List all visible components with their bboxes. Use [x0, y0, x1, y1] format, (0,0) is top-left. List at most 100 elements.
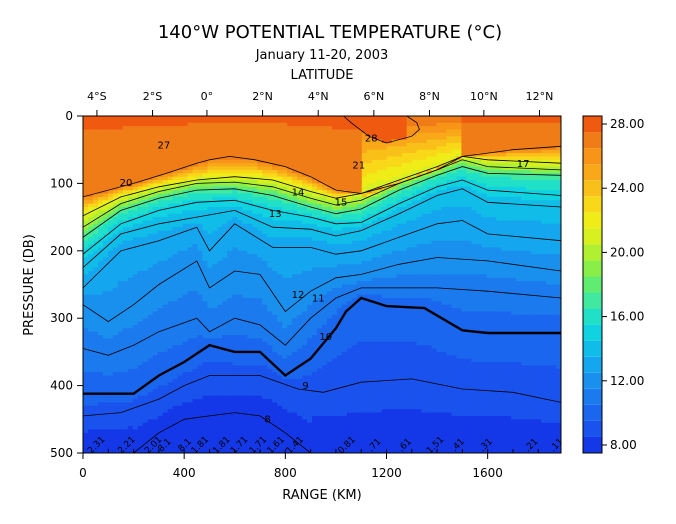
field-cell — [222, 287, 228, 292]
field-cell — [232, 156, 238, 161]
field-cell — [157, 429, 164, 434]
field-cell — [247, 213, 253, 218]
field-cell — [326, 129, 333, 134]
field-cell — [142, 308, 149, 313]
field-cell — [212, 429, 219, 434]
field-cell — [287, 149, 293, 154]
field-cell — [152, 426, 159, 431]
field-cell — [307, 220, 313, 225]
field-cell — [202, 409, 209, 414]
field-cell — [207, 274, 214, 279]
field-cell — [192, 287, 199, 292]
field-cell — [307, 429, 313, 434]
field-cell — [102, 213, 109, 218]
field-cell — [307, 382, 313, 387]
field-cell — [177, 196, 184, 201]
field-cell — [147, 442, 154, 447]
field-cell — [117, 324, 124, 329]
field-cell — [97, 146, 104, 151]
field-cell — [207, 378, 214, 383]
field-cell — [232, 341, 238, 346]
field-cell — [312, 324, 318, 329]
field-cell — [257, 244, 263, 249]
field-cell — [97, 442, 104, 447]
field-cell — [92, 388, 99, 393]
field-cell — [277, 429, 283, 434]
field-cell — [227, 169, 233, 174]
field-cell — [197, 395, 204, 400]
field-cell — [322, 439, 328, 444]
field-cell — [287, 267, 293, 272]
field-cell — [247, 436, 253, 441]
field-cell — [192, 335, 199, 340]
field-cell — [83, 169, 89, 174]
field-cell — [222, 260, 228, 265]
field-cell — [122, 122, 129, 127]
field-cell — [252, 368, 258, 373]
field-cell — [177, 267, 184, 272]
field-cell — [97, 240, 104, 245]
field-cell — [117, 240, 124, 245]
field-cell — [297, 264, 303, 269]
field-cell — [217, 166, 224, 171]
field-cell — [322, 233, 328, 238]
field-cell — [242, 436, 248, 441]
field-cell — [282, 378, 288, 383]
field-cell — [207, 436, 214, 441]
field-cell — [192, 291, 199, 296]
field-cell — [212, 355, 219, 360]
field-cell — [222, 345, 228, 350]
field-cell — [262, 392, 268, 397]
field-cell — [326, 287, 333, 292]
field-cell — [262, 301, 268, 306]
field-cell — [117, 193, 124, 198]
field-cell — [312, 247, 318, 252]
field-cell — [287, 412, 293, 417]
field-cell — [242, 159, 248, 164]
field-cell — [207, 139, 214, 144]
field-cell — [297, 426, 303, 431]
field-cell — [162, 348, 169, 353]
field-cell — [202, 362, 209, 366]
field-cell — [157, 274, 164, 279]
field-cell — [192, 388, 199, 393]
field-cell — [317, 206, 323, 211]
field-cell — [122, 163, 129, 168]
field-cell — [117, 267, 124, 272]
field-cell — [87, 116, 94, 120]
field-cell — [277, 166, 283, 171]
field-cell — [142, 284, 149, 289]
field-cell — [212, 368, 219, 373]
field-cell — [152, 368, 159, 373]
field-cell — [97, 119, 104, 124]
field-cell — [87, 223, 94, 228]
field-cell — [232, 126, 238, 131]
field-cell — [107, 439, 114, 444]
field-cell — [122, 341, 129, 346]
field-cell — [172, 149, 179, 154]
field-cell — [247, 385, 253, 390]
field-cell — [297, 409, 303, 414]
field-cell — [182, 362, 189, 366]
field-cell — [287, 176, 293, 181]
field-cell — [252, 331, 258, 336]
field-cell — [202, 257, 209, 262]
field-cell — [92, 358, 99, 363]
field-cell — [237, 291, 243, 296]
field-cell — [322, 432, 328, 437]
field-cell — [147, 227, 154, 232]
field-cell — [227, 301, 233, 306]
field-cell — [182, 142, 189, 147]
field-cell — [102, 412, 109, 417]
field-cell — [292, 321, 298, 326]
field-cell — [137, 446, 144, 451]
field-cell — [287, 297, 293, 302]
field-cell — [152, 142, 159, 147]
field-cell — [197, 345, 204, 350]
field-cell — [83, 358, 89, 363]
field-cell — [157, 196, 164, 201]
field-cell — [222, 388, 228, 393]
field-cell — [112, 193, 119, 198]
field-cell — [252, 163, 258, 168]
field-cell — [237, 186, 243, 191]
